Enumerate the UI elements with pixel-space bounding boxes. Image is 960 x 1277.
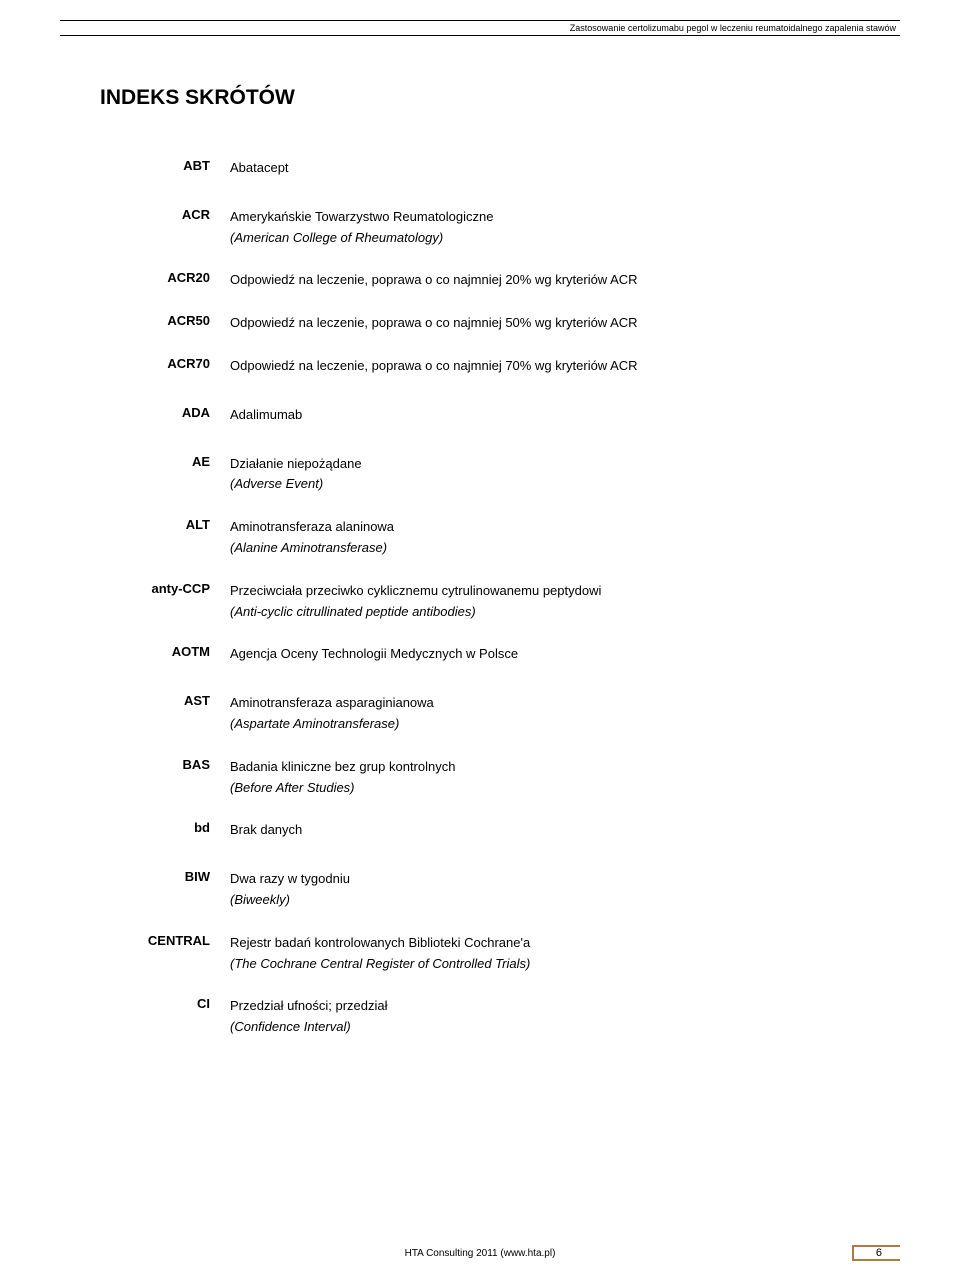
abbr-entry: ADAAdalimumab <box>100 405 880 426</box>
abbr-definition: Przeciwciała przeciwko cyklicznemu cytru… <box>230 581 880 623</box>
abbr-term: ABT <box>100 158 230 179</box>
abbr-term: bd <box>100 820 230 841</box>
abbr-term: ACR50 <box>100 313 230 334</box>
definition-text: Rejestr badań kontrolowanych Biblioteki … <box>230 935 530 950</box>
abbr-entry: anty-CCPPrzeciwciała przeciwko cykliczne… <box>100 581 880 623</box>
definition-subtext: (Adverse Event) <box>230 474 880 495</box>
abbr-entry: BIWDwa razy w tygodniu (Biweekly) <box>100 869 880 911</box>
abbr-entry: ASTAminotransferaza asparaginianowa (Aspa… <box>100 693 880 735</box>
page-title: INDEKS SKRÓTÓW <box>100 86 880 110</box>
abbr-definition: Aminotransferaza asparaginianowa (Asparta… <box>230 693 880 735</box>
abbr-entry: BASBadania kliniczne bez grup kontrolnyc… <box>100 757 880 799</box>
definition-text: Aminotransferaza alaninowa <box>230 519 394 534</box>
page-number: 6 <box>852 1245 900 1261</box>
abbr-entry: ABTAbatacept <box>100 158 880 179</box>
abbr-entry: CIPrzedział ufności; przedział (Confidenc… <box>100 996 880 1038</box>
abbr-term: BAS <box>100 757 230 799</box>
abbr-term: ALT <box>100 517 230 559</box>
abbr-definition: Agencja Oceny Technologii Medycznych w P… <box>230 644 880 665</box>
definition-subtext: (Aspartate Aminotransferase) <box>230 714 880 735</box>
abbr-term: BIW <box>100 869 230 911</box>
abbr-definition: Brak danych <box>230 820 880 841</box>
abbr-entry: ACR50Odpowiedź na leczenie, poprawa o co… <box>100 313 880 334</box>
definition-text: Dwa razy w tygodniu <box>230 871 350 886</box>
definition-subtext: (American College of Rheumatology) <box>230 228 880 249</box>
abbr-entry: ACR20Odpowiedź na leczenie, poprawa o co… <box>100 270 880 291</box>
definition-subtext: (Alanine Aminotransferase) <box>230 538 880 559</box>
running-title: Zastosowanie certolizumabu pegol w lecze… <box>570 23 896 33</box>
abbr-term: anty-CCP <box>100 581 230 623</box>
definition-text: Amerykańskie Towarzystwo Reumatologiczne <box>230 209 493 224</box>
abbr-entry: CENTRALRejestr badań kontrolowanych Bibl… <box>100 933 880 975</box>
definition-text: Odpowiedź na leczenie, poprawa o co najm… <box>230 358 638 373</box>
abbr-term: ACR20 <box>100 270 230 291</box>
abbr-term: ACR70 <box>100 356 230 377</box>
definition-text: Badania kliniczne bez grup kontrolnych <box>230 759 455 774</box>
abbr-entry: AOTMAgencja Oceny Technologii Medycznych… <box>100 644 880 665</box>
definition-text: Przeciwciała przeciwko cyklicznemu cytru… <box>230 583 601 598</box>
abbr-definition: Przedział ufności; przedział (Confidence … <box>230 996 880 1038</box>
definition-subtext: (The Cochrane Central Register of Contro… <box>230 954 880 975</box>
definition-text: Adalimumab <box>230 407 302 422</box>
footer-text: HTA Consulting 2011 (www.hta.pl) <box>60 1248 900 1259</box>
abbr-term: CENTRAL <box>100 933 230 975</box>
abbr-term: CI <box>100 996 230 1038</box>
definition-subtext: (Confidence Interval) <box>230 1017 880 1038</box>
abbr-term: ACR <box>100 207 230 249</box>
abbr-definition: Rejestr badań kontrolowanych Biblioteki … <box>230 933 880 975</box>
definition-subtext: (Biweekly) <box>230 890 880 911</box>
abbr-definition: Dwa razy w tygodniu (Biweekly) <box>230 869 880 911</box>
definition-text: Abatacept <box>230 160 289 175</box>
definition-text: Agencja Oceny Technologii Medycznych w P… <box>230 646 518 661</box>
definition-text: Aminotransferaza asparaginianowa <box>230 695 434 710</box>
abbr-entry: ACR70Odpowiedź na leczenie, poprawa o co… <box>100 356 880 377</box>
abbr-term: AOTM <box>100 644 230 665</box>
definition-text: Działanie niepożądane <box>230 456 362 471</box>
abbreviation-list: ABTAbatacept ACRAmerykańskie Towarzystwo … <box>100 158 880 1038</box>
abbr-definition: Abatacept <box>230 158 880 179</box>
definition-subtext: (Before After Studies) <box>230 778 880 799</box>
page-content: INDEKS SKRÓTÓW ABTAbatacept ACRAmerykańsk… <box>0 36 960 1038</box>
abbr-entry: ALTAminotransferaza alaninowa (Alanine Am… <box>100 517 880 559</box>
abbr-definition: Działanie niepożądane (Adverse Event) <box>230 454 880 496</box>
abbr-entry: bdBrak danych <box>100 820 880 841</box>
abbr-definition: Odpowiedź na leczenie, poprawa o co najm… <box>230 356 880 377</box>
definition-text: Odpowiedź na leczenie, poprawa o co najm… <box>230 272 638 287</box>
definition-subtext: (Anti-cyclic citrullinated peptide antib… <box>230 602 880 623</box>
page-footer: HTA Consulting 2011 (www.hta.pl) 6 <box>60 1248 900 1259</box>
abbr-definition: Aminotransferaza alaninowa (Alanine Amino… <box>230 517 880 559</box>
abbr-definition: Odpowiedź na leczenie, poprawa o co najm… <box>230 270 880 291</box>
abbr-entry: AEDziałanie niepożądane (Adverse Event) <box>100 454 880 496</box>
abbr-entry: ACRAmerykańskie Towarzystwo Reumatologic… <box>100 207 880 249</box>
abbr-term: AE <box>100 454 230 496</box>
running-header: Zastosowanie certolizumabu pegol w lecze… <box>60 20 900 36</box>
definition-text: Odpowiedź na leczenie, poprawa o co najm… <box>230 315 638 330</box>
abbr-term: AST <box>100 693 230 735</box>
abbr-definition: Amerykańskie Towarzystwo Reumatologiczne… <box>230 207 880 249</box>
definition-text: Przedział ufności; przedział <box>230 998 388 1013</box>
abbr-definition: Badania kliniczne bez grup kontrolnych (B… <box>230 757 880 799</box>
abbr-term: ADA <box>100 405 230 426</box>
abbr-definition: Adalimumab <box>230 405 880 426</box>
definition-text: Brak danych <box>230 822 302 837</box>
abbr-definition: Odpowiedź na leczenie, poprawa o co najm… <box>230 313 880 334</box>
